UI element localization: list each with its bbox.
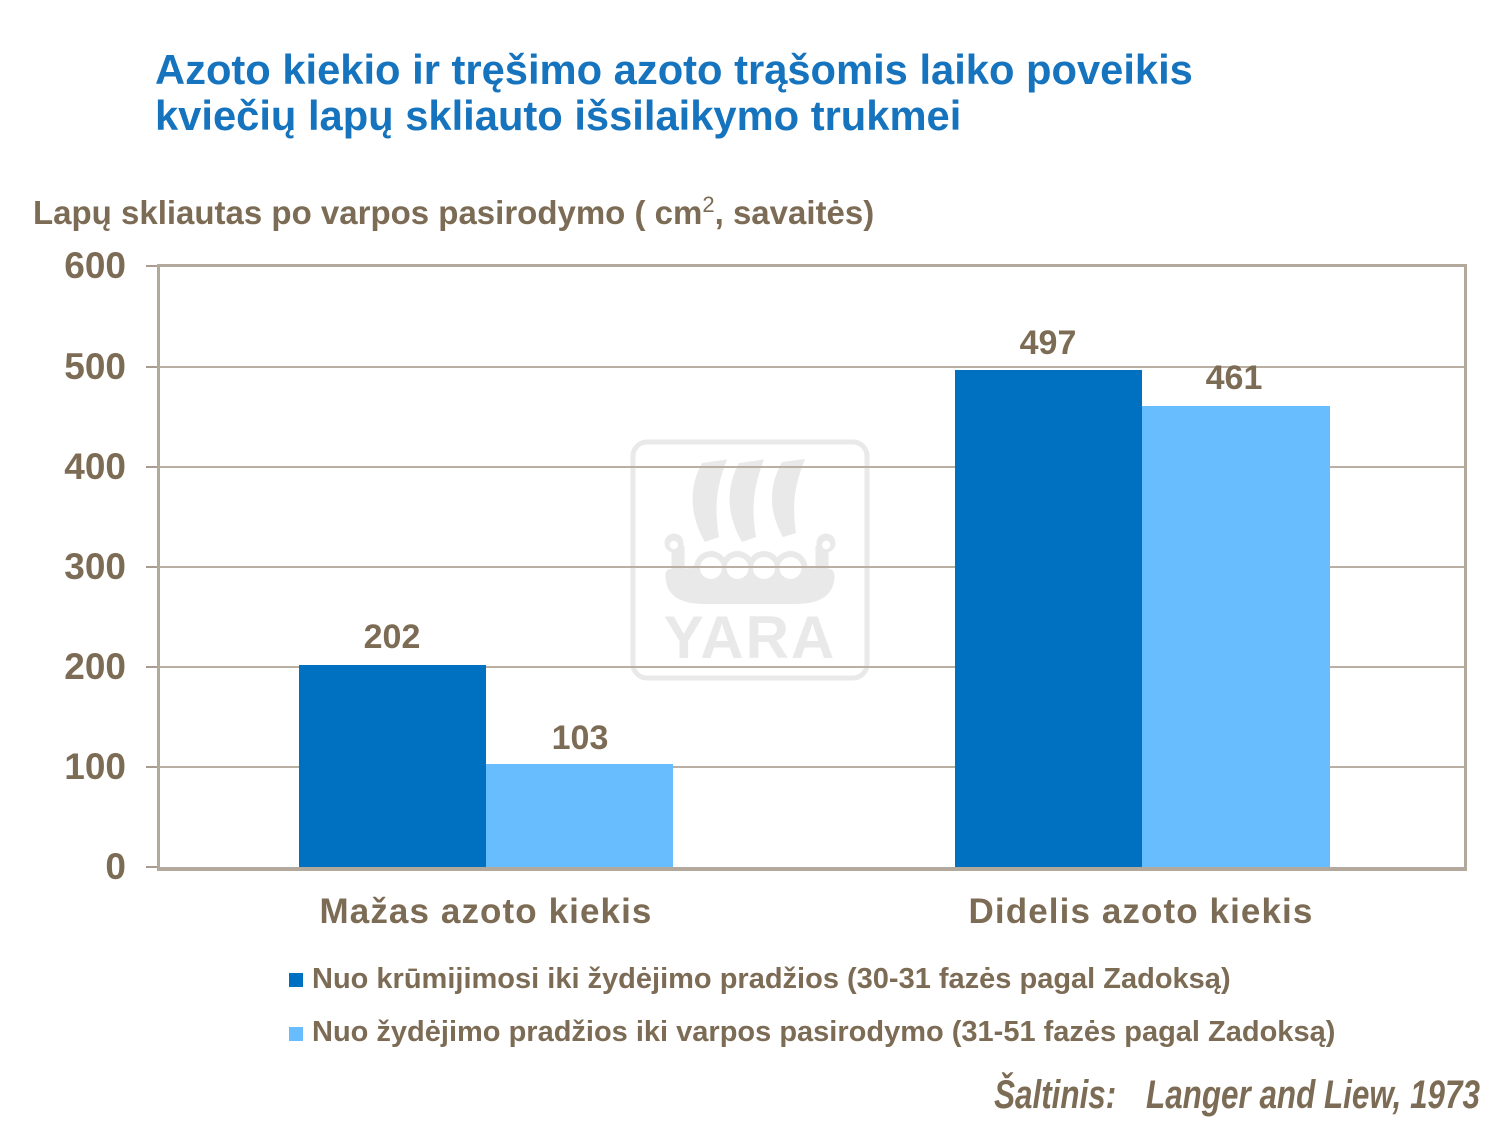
svg-text:YARA: YARA <box>664 604 837 671</box>
